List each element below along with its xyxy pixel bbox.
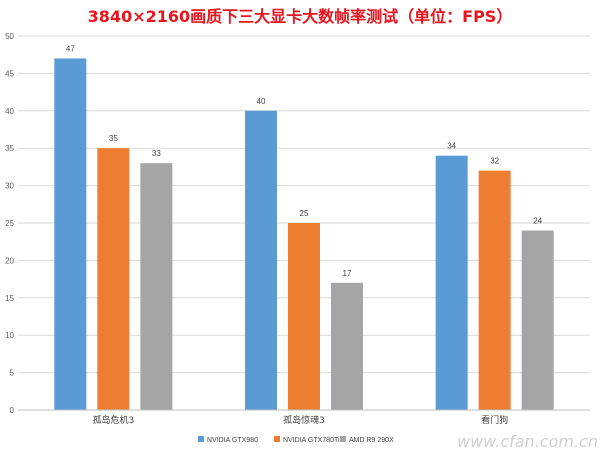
data-label: 33 (152, 149, 161, 158)
bar (97, 148, 130, 410)
legend-swatch (340, 436, 346, 442)
y-tick-label: 20 (5, 256, 14, 265)
legend-item: AMD R9 290X (340, 436, 394, 444)
y-tick-label: 10 (5, 331, 14, 340)
data-label: 25 (300, 209, 309, 218)
x-category-label: 孤岛危机3 (92, 414, 134, 426)
legend-swatch (198, 436, 204, 442)
chart-title: 3840×2160画质下三大显卡大数帧率测试（单位：FPS） (88, 7, 513, 26)
legend-item: NVIDIA GTX980 (198, 436, 258, 444)
legend-label: NVIDIA GTX980 (207, 437, 258, 444)
bar (288, 223, 320, 410)
y-tick-label: 25 (5, 219, 14, 228)
y-tick-label: 15 (5, 294, 14, 303)
bars (54, 58, 554, 411)
data-label: 34 (447, 142, 456, 151)
legend-item: NVIDIA GTX780Ti (274, 436, 340, 444)
data-label: 35 (109, 134, 118, 143)
legend-swatch (274, 436, 280, 442)
x-category-label: 孤岛惊魂3 (283, 414, 325, 426)
data-label: 24 (533, 216, 542, 225)
y-tick-label: 45 (5, 69, 14, 78)
bar (478, 170, 511, 410)
bar (54, 58, 87, 410)
bar (435, 155, 468, 410)
legend-label: NVIDIA GTX780Ti (283, 437, 340, 444)
bar (140, 163, 173, 410)
x-category-label: 看门狗 (481, 414, 508, 426)
y-tick-label: 50 (5, 32, 14, 41)
y-tick-label: 35 (5, 144, 14, 153)
y-tick-label: 5 (10, 369, 15, 378)
watermark: www.cfan.com.cn (457, 432, 598, 451)
y-axis-ticks: 0 5 10 15 20 25 30 35 40 45 50 (5, 32, 14, 415)
data-label: 17 (343, 269, 352, 278)
legend: NVIDIA GTX980 NVIDIA GTX780Ti AMD R9 290X (198, 436, 394, 444)
bar (521, 230, 554, 410)
data-label: 40 (257, 97, 266, 106)
y-tick-label: 0 (10, 406, 15, 415)
data-labels: 47 35 33 40 25 17 34 32 24 (66, 44, 543, 277)
x-axis-categories: 孤岛危机3 孤岛惊魂3 看门狗 (92, 414, 508, 426)
bar (331, 282, 363, 410)
y-tick-label: 40 (5, 107, 14, 116)
legend-label: AMD R9 290X (349, 437, 394, 444)
data-label: 47 (66, 44, 75, 53)
y-tick-label: 30 (5, 182, 14, 191)
bar (245, 110, 277, 411)
data-label: 32 (490, 157, 499, 166)
